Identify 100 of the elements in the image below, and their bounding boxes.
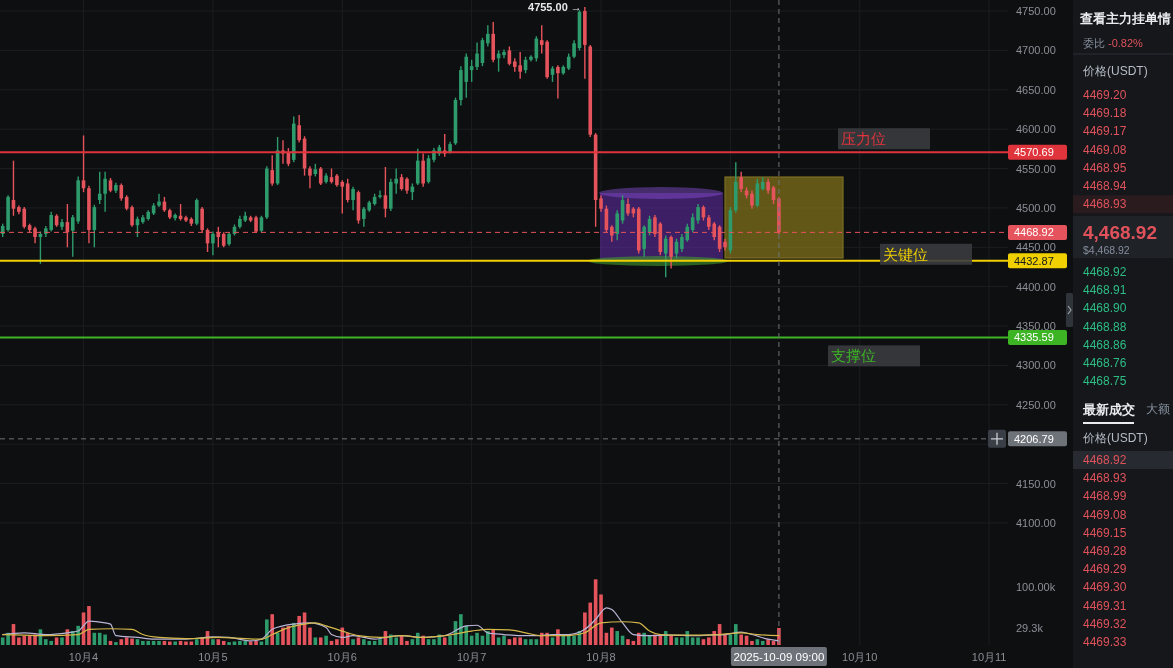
bar [351,639,355,645]
text: 委比 [1083,37,1105,49]
y-tick-label: 4450.00 [1016,241,1056,254]
candlestick [615,209,619,241]
text: 4468.92 [1083,265,1127,279]
bar [421,635,425,645]
bar [227,642,231,645]
x-tick-label: 10月6 [327,651,357,663]
bar [475,632,479,645]
bar [448,635,452,645]
text: 4468.95 [1083,160,1127,175]
text: 4468.92 [1083,453,1127,467]
text: 4469.18 [1083,106,1127,121]
bar [378,639,382,645]
candlestick [194,197,199,226]
y-tick-label: 4468.92 [1014,226,1054,239]
text: 4468.76 [1083,356,1127,370]
text: 4468.93 [1083,197,1127,212]
bar [696,637,700,645]
candlestick [642,224,646,258]
x-tick-label: 10月4 [68,651,99,663]
bar [723,634,727,645]
bar [221,640,226,645]
y2-tick-label: 29.3k [1016,621,1044,634]
text: 4468.75 [1083,374,1127,389]
bar [324,635,328,645]
bar [114,642,118,645]
candlestick [415,148,420,186]
text: 4468.99 [1083,489,1127,504]
bar [733,624,738,645]
bar [572,635,576,645]
bar [60,637,64,645]
text: 大额 [1146,402,1170,416]
text: 4469.17 [1083,124,1127,139]
bar [615,631,619,645]
y-tick-label: 4100.00 [1016,516,1056,529]
text: 4469.28 [1083,544,1127,558]
text: 价格(USDT) [1082,431,1148,445]
bar [254,640,258,645]
bar [760,640,765,645]
x-tick-label: 10月8 [586,651,616,663]
ref-line-label: 2025-10-09 09:00 [733,651,825,663]
y-tick-label: 4550.00 [1016,162,1056,175]
bar [297,615,301,645]
y-tick-label: 4335.59 [1014,331,1054,344]
candlestick [270,154,275,187]
y-tick-label: 4350.00 [1016,320,1056,333]
text: 查看主力挂单情 [1079,11,1171,26]
candlestick [378,189,382,200]
text: 4468.86 [1083,337,1127,352]
candlestick [739,170,743,193]
text: 4468.90 [1083,301,1127,316]
x-tick-label: 10月11 [971,651,1007,663]
text: 4469.29 [1083,562,1127,577]
bar [561,635,566,645]
bar [502,635,506,645]
candlestick [475,41,479,71]
y-tick-label: 4250.00 [1016,398,1056,411]
bar [599,594,603,645]
line-series [2,621,780,640]
y-tick-label: 4700.00 [1016,44,1056,57]
ref-line-label: 压力位 [841,130,886,148]
candlestick [669,234,673,270]
candlestick [103,170,107,213]
text: 4469.08 [1083,507,1127,522]
candlestick [572,39,576,59]
candlestick [351,185,355,211]
bar [529,639,533,645]
candlestick [318,166,323,186]
text: 4469.30 [1083,580,1127,595]
ref-line-label: 支撑位 [831,347,876,365]
annotation: 4755.00 → [528,1,582,14]
candlestick [696,203,700,225]
text: 4469.08 [1083,142,1127,157]
bar [308,627,312,645]
bar [87,606,91,645]
y-tick-label: 4300.00 [1016,359,1056,372]
y-tick-label: 4750.00 [1016,5,1056,18]
bar [130,638,134,645]
bar [157,640,161,645]
y-tick-label: 4206.79 [1014,432,1054,445]
y-tick-label: 4432.87 [1014,254,1054,267]
bar [173,641,177,645]
text: 4468.93 [1083,471,1127,486]
bar [669,635,673,645]
ref-line-label: 关键位 [883,245,928,263]
bar [211,639,215,645]
bar [626,639,630,645]
x-tick-label: 10月7 [456,651,487,663]
bar [119,639,124,645]
candlestick [421,152,425,188]
bar [642,632,646,645]
x-tick-label: 10月10 [842,651,878,663]
bar [442,637,447,645]
text: 4468.94 [1083,179,1127,193]
text: 4469.31 [1083,598,1127,613]
bar [168,641,172,645]
candlestick [297,114,301,144]
candlestick [173,212,177,222]
candlestick [130,204,134,228]
